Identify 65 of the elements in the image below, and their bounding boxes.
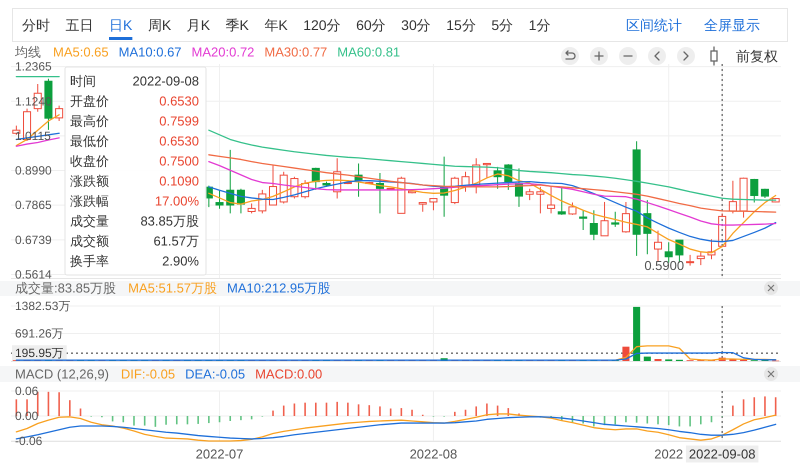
x-tick-label: 2022-08 — [410, 446, 458, 462]
text: MA5:51.57万股 — [128, 280, 218, 296]
annotation: 最高价 — [70, 114, 109, 128]
text: 周K — [148, 17, 172, 33]
annotation: 时间 — [70, 74, 96, 88]
y-tick-label: 0.6739 — [15, 232, 52, 247]
annotation: 0.1090 — [159, 174, 199, 188]
annotation: 0.6530 — [159, 134, 199, 148]
y-tick-label: 0.06 — [15, 384, 39, 398]
text: 1分 — [528, 17, 550, 33]
annotation: 0.7599 — [159, 114, 199, 128]
chart-title: MACD (12,26,9) — [15, 366, 109, 382]
y-tick-label: 0.00 — [15, 409, 39, 423]
text: 60分 — [356, 17, 386, 33]
annotation: 最低价 — [70, 134, 109, 148]
chart-title: 成交量:83.85万股 — [15, 280, 116, 296]
y-tick-label: 1.2365 — [15, 60, 52, 74]
text: 15分 — [446, 17, 476, 33]
text: 日K — [109, 17, 133, 33]
text: DEA:-0.05 — [185, 366, 246, 382]
text: 区间统计 — [626, 17, 682, 33]
annotation: 0.6530 — [159, 94, 199, 108]
text: 五日 — [66, 17, 94, 33]
annotation: 2.90% — [162, 254, 200, 268]
annotation: 成交量 — [70, 214, 109, 228]
y-tick-label: 0.5614 — [15, 267, 52, 282]
text: MA10:0.67 — [118, 44, 182, 60]
annotation: 涨跌额 — [70, 174, 109, 188]
annotation: 17.00% — [154, 194, 200, 208]
y-tick-label: -0.06 — [15, 434, 43, 448]
annotation: 涨跌幅 — [70, 194, 109, 208]
annotation: 0.5900 — [644, 258, 684, 274]
text: MA30:0.77 — [264, 44, 328, 60]
annotation: 收盘价 — [70, 154, 109, 168]
text: 120分 — [303, 17, 341, 33]
text: 分时 — [22, 17, 50, 33]
series-label: MACD:0.00 — [255, 366, 322, 382]
x-tick-label: 2022-09-08 — [688, 446, 756, 462]
text: 前复权 — [736, 48, 778, 64]
y-tick-label: 691.26万 — [15, 326, 64, 340]
text: 5分 — [491, 17, 514, 33]
annotation: 83.85万股 — [140, 214, 199, 228]
text: MA10:212.95万股 — [227, 280, 330, 296]
y-tick-label: 1382.53万 — [15, 299, 70, 313]
text: MA20:0.72 — [192, 44, 254, 60]
text: 全屏显示 — [704, 17, 760, 33]
ref-line-label: 195.95万 — [15, 346, 64, 360]
annotation: 成交额 — [70, 234, 109, 248]
text: 月K — [186, 17, 211, 33]
text: 季K — [226, 17, 250, 33]
text: MA5:0.65 — [53, 44, 109, 60]
text: DIF:-0.05 — [120, 366, 176, 382]
text: MA60:0.81 — [337, 44, 400, 60]
y-tick-label: 0.8990 — [15, 164, 52, 178]
annotation: 0.7500 — [159, 154, 199, 168]
annotation: 2022-09-08 — [132, 74, 199, 88]
annotation: 61.57万 — [153, 234, 199, 248]
x-tick-label: 2022 — [654, 446, 684, 462]
y-tick-label: 0.7865 — [15, 198, 52, 212]
x-tick-label: 2022-07 — [196, 446, 244, 462]
chart-title: 均线 — [14, 44, 41, 60]
annotation: 开盘价 — [70, 94, 109, 108]
text: 年K — [264, 17, 288, 33]
text: 30分 — [401, 17, 431, 33]
annotation: 换手率 — [70, 254, 109, 268]
